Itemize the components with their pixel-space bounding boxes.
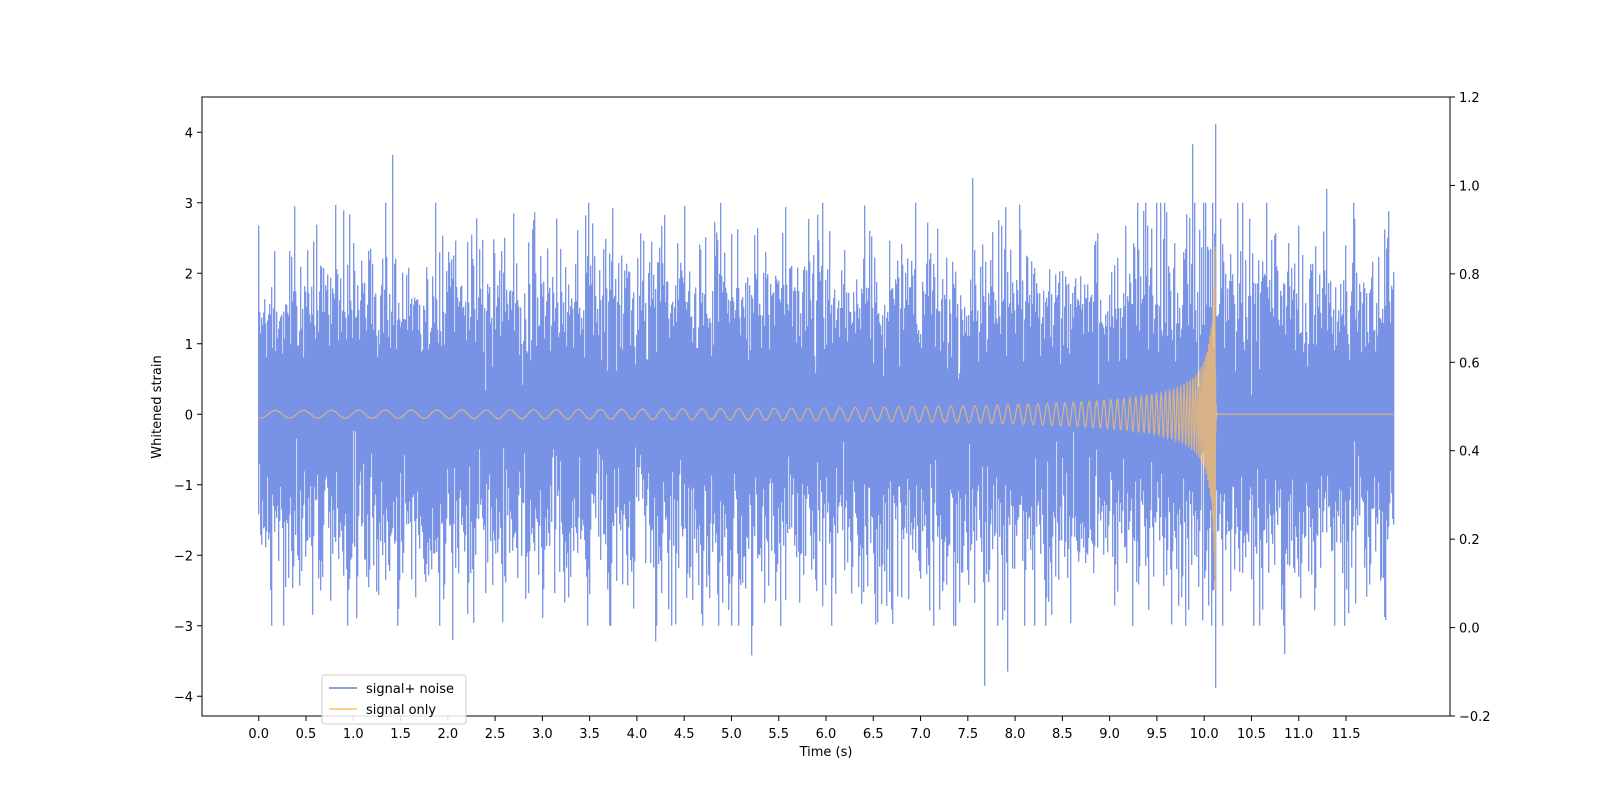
x-tick-label: 7.5 <box>957 727 978 742</box>
x-tick-label: 2.0 <box>437 727 458 742</box>
x-tick-label: 4.0 <box>627 727 648 742</box>
x-axis: 0.0 0.5 1.0 1.5 2.0 2.5 3.0 3.5 4.0 4.5 5.0 5.5 6.0 6… <box>248 716 1360 742</box>
y-axis-left: −4 −3 −2 −1 0 1 2 3 4 <box>174 126 202 705</box>
legend-label-signal-only: signal only <box>366 703 436 718</box>
legend-box <box>321 674 467 725</box>
x-tick-label: 7.0 <box>910 727 931 742</box>
x-tick-label: 6.0 <box>816 727 837 742</box>
x-tick-label: 4.5 <box>674 727 695 742</box>
y-tick-label: −4 <box>174 690 193 705</box>
x-tick-label: 9.5 <box>1147 727 1168 742</box>
x-tick-label: 5.5 <box>768 727 789 742</box>
series-line-signal-only <box>258 246 1394 591</box>
y-tick-label: 2 <box>185 267 193 282</box>
x-tick-label: 9.0 <box>1099 727 1120 742</box>
x-tick-label: 2.5 <box>485 727 506 742</box>
legend: signal+ noise signal only <box>321 674 467 725</box>
x-tick-label: 8.5 <box>1052 727 1073 742</box>
x-tick-label: 3.5 <box>579 727 600 742</box>
legend-label-signal-noise: signal+ noise <box>366 682 454 697</box>
x-tick-label: 8.0 <box>1005 727 1026 742</box>
series-line-signal-noise <box>258 123 1395 688</box>
y-tick-label: 1 <box>185 338 193 353</box>
y-tick-label: 4 <box>185 126 193 141</box>
x-tick-label: 1.0 <box>343 727 364 742</box>
x-tick-label: 11.5 <box>1332 727 1361 742</box>
y2-tick-label: 0.0 <box>1459 622 1480 637</box>
y-tick-label: −1 <box>174 479 193 494</box>
y-tick-label: −2 <box>174 549 193 564</box>
x-tick-label: 10.0 <box>1190 727 1219 742</box>
y-axis-title: Whitened strain <box>150 355 165 458</box>
x-tick-label: 1.5 <box>390 727 411 742</box>
y-axis-right: −0.2 0.0 0.2 0.4 0.6 0.8 1.0 1.2 <box>1450 91 1491 725</box>
y2-tick-label: −0.2 <box>1459 710 1491 725</box>
y-tick-label: 3 <box>185 197 193 212</box>
y2-tick-label: 1.2 <box>1459 91 1480 106</box>
y2-tick-label: 0.8 <box>1459 268 1480 283</box>
x-tick-label: 11.0 <box>1284 727 1313 742</box>
y2-tick-label: 0.4 <box>1459 445 1480 460</box>
y-tick-label: −3 <box>174 620 193 635</box>
series-signal-only <box>258 246 1394 591</box>
x-tick-label: 5.0 <box>721 727 742 742</box>
y-tick-label: 0 <box>185 408 193 423</box>
series-signal-noise <box>258 123 1395 688</box>
y2-tick-label: 0.2 <box>1459 533 1480 548</box>
x-tick-label: 3.0 <box>532 727 553 742</box>
y2-tick-label: 0.6 <box>1459 356 1480 371</box>
x-tick-label: 0.5 <box>296 727 317 742</box>
x-axis-title: Time (s) <box>799 745 853 760</box>
series-layer <box>258 123 1395 688</box>
y2-tick-label: 1.0 <box>1459 179 1480 194</box>
x-tick-label: 0.0 <box>248 727 269 742</box>
x-tick-label: 6.5 <box>863 727 884 742</box>
x-tick-label: 10.5 <box>1237 727 1266 742</box>
